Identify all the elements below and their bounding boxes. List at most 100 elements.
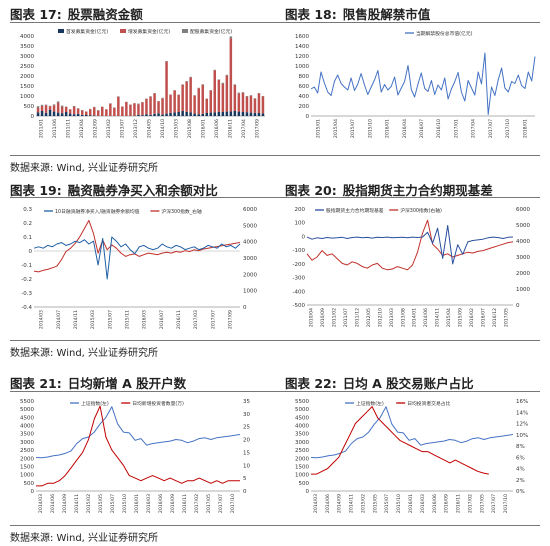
bar-seo — [213, 70, 216, 113]
x-tick-label: 2013/03 — [389, 308, 395, 327]
y-tick-label: 0 — [306, 114, 310, 120]
bar-seo — [189, 77, 192, 113]
y-tick-label: 1000 — [295, 64, 309, 70]
y-tick-label: -0.1 — [21, 263, 32, 269]
chart-17: 0 500 1000 1500 2000 2500 3000 3500 4000 2011/01 2… — [20, 28, 265, 138]
x-tick-label: 2014/10 — [160, 119, 166, 138]
title-underline — [10, 197, 540, 198]
x-tick-label: 2013/12 — [133, 119, 139, 138]
series-line-hs300 — [306, 219, 514, 271]
bar-rights — [221, 82, 225, 84]
bar-seo — [149, 96, 152, 115]
y2-tick-label: 2000 — [243, 272, 257, 278]
y2-tick-label: 20 — [243, 438, 250, 444]
chart-label: 图表 19: — [10, 183, 62, 198]
y-tick-label: 500 — [299, 481, 310, 487]
bar-ipo — [173, 112, 176, 116]
panel-title-19: 图表 19: 融资融券净买入和余额对比 — [10, 180, 218, 199]
x-tick-label: 2016/01 — [134, 494, 140, 513]
y-tick-label: 1000 — [20, 94, 34, 100]
legend-label: 日均投资者交易占比 — [407, 400, 450, 407]
x-tick-label: 2010/09 — [320, 308, 326, 327]
x-tick-label: 2017/10 — [230, 494, 236, 513]
bar-rights — [189, 76, 192, 78]
bar-seo — [241, 93, 245, 112]
bar-rights — [253, 98, 257, 99]
bar-seo — [181, 85, 184, 111]
legend-swatch — [58, 29, 64, 33]
x-tick-label: 2014/03 — [38, 494, 44, 513]
y-tick-label: 1000 — [295, 473, 309, 479]
y2-tick-label: 1000 — [243, 289, 257, 295]
bar-ipo — [72, 114, 76, 116]
y-tick-label: 2000 — [20, 74, 34, 80]
bar-rights — [213, 69, 216, 71]
chart-title: 日均新增 A 股开户数 — [67, 376, 187, 391]
x-tick-label: 2014/11 — [349, 494, 355, 513]
x-tick-label: 2017/01 — [453, 119, 459, 138]
bar-ipo — [149, 114, 152, 116]
bar-ipo — [169, 112, 172, 116]
bar-seo — [173, 90, 176, 113]
x-tick-label: 2016/03 — [420, 494, 426, 513]
panel-title-22: 图表 22: 日均 A 股交易账户占比 — [285, 373, 474, 392]
y-tick-label: 1500 — [20, 464, 34, 470]
legend-swatch — [182, 29, 188, 33]
y-tick-label: 1200 — [295, 54, 309, 60]
x-tick-label: 2017/07 — [491, 494, 497, 513]
y-tick-label: -100 — [293, 248, 306, 254]
x-tick-label: 2015/02 — [86, 494, 92, 513]
legend-label: 增发募集资金(亿元) — [128, 28, 170, 35]
x-tick-label: 2011/01 — [39, 119, 45, 138]
bar-seo — [76, 108, 80, 114]
bar-ipo — [161, 114, 164, 116]
bar-seo — [40, 105, 44, 111]
bar-ipo — [197, 114, 200, 116]
bar-seo — [85, 111, 88, 115]
bar-rights — [229, 36, 233, 39]
bar-ipo — [193, 113, 196, 116]
y2-tick-label: 0 — [243, 305, 247, 311]
bar-rights — [56, 101, 60, 103]
y-tick-label: -0.4 — [21, 305, 32, 311]
bar-ipo — [181, 111, 184, 116]
bar-ipo — [52, 111, 56, 116]
x-tick-label: 2015/07 — [350, 119, 356, 138]
source-rule — [10, 155, 540, 156]
x-tick-label: 2015/03 — [173, 119, 179, 138]
bar-seo — [165, 61, 168, 114]
x-tick-label: 2017/07 — [210, 310, 216, 329]
y2-tick-label: 30 — [243, 412, 250, 418]
x-tick-label: 2012/10 — [377, 308, 383, 327]
x-tick-label: 2016/09 — [170, 494, 176, 513]
y-tick-label: 600 — [299, 84, 310, 90]
bar-seo — [153, 93, 156, 114]
y-tick-label: 4000 — [20, 34, 34, 40]
bar-rights — [44, 104, 48, 106]
x-tick-label: 2011/12 — [355, 308, 361, 327]
x-tick-label: 2015/11 — [124, 310, 130, 329]
bar-seo — [113, 107, 116, 116]
y-tick-label: 5500 — [20, 399, 34, 405]
bar-rights — [225, 74, 229, 76]
bar-seo — [60, 107, 64, 114]
chart-label: 图表 21: — [10, 376, 62, 391]
y-tick-label: 400 — [299, 94, 310, 100]
y-tick-label: -500 — [293, 303, 306, 309]
chart-title: 融资融券净买入和余额对比 — [67, 183, 218, 198]
bar-ipo — [185, 111, 188, 116]
chart-19: -0.4 -0.3 -0.2 -0.1 0 0.1 0.2 0.3 0 1000 2000 3000 4… — [21, 207, 257, 329]
bar-ipo — [137, 114, 140, 116]
bar-seo — [169, 94, 172, 113]
bar-seo — [185, 81, 188, 112]
x-tick-label: 2015/07 — [110, 494, 116, 513]
x-tick-label: 2016/11 — [176, 310, 182, 329]
y-tick-label: 3500 — [20, 432, 34, 438]
bar-seo — [177, 95, 180, 112]
series-line-unlock-value — [310, 52, 536, 115]
x-tick-label: 2013/07 — [120, 119, 126, 138]
x-tick-label: 2014/06 — [423, 308, 429, 327]
bar-rights — [245, 96, 249, 97]
x-tick-label: 2014/09 — [62, 494, 68, 513]
bar-ipo — [36, 112, 40, 116]
